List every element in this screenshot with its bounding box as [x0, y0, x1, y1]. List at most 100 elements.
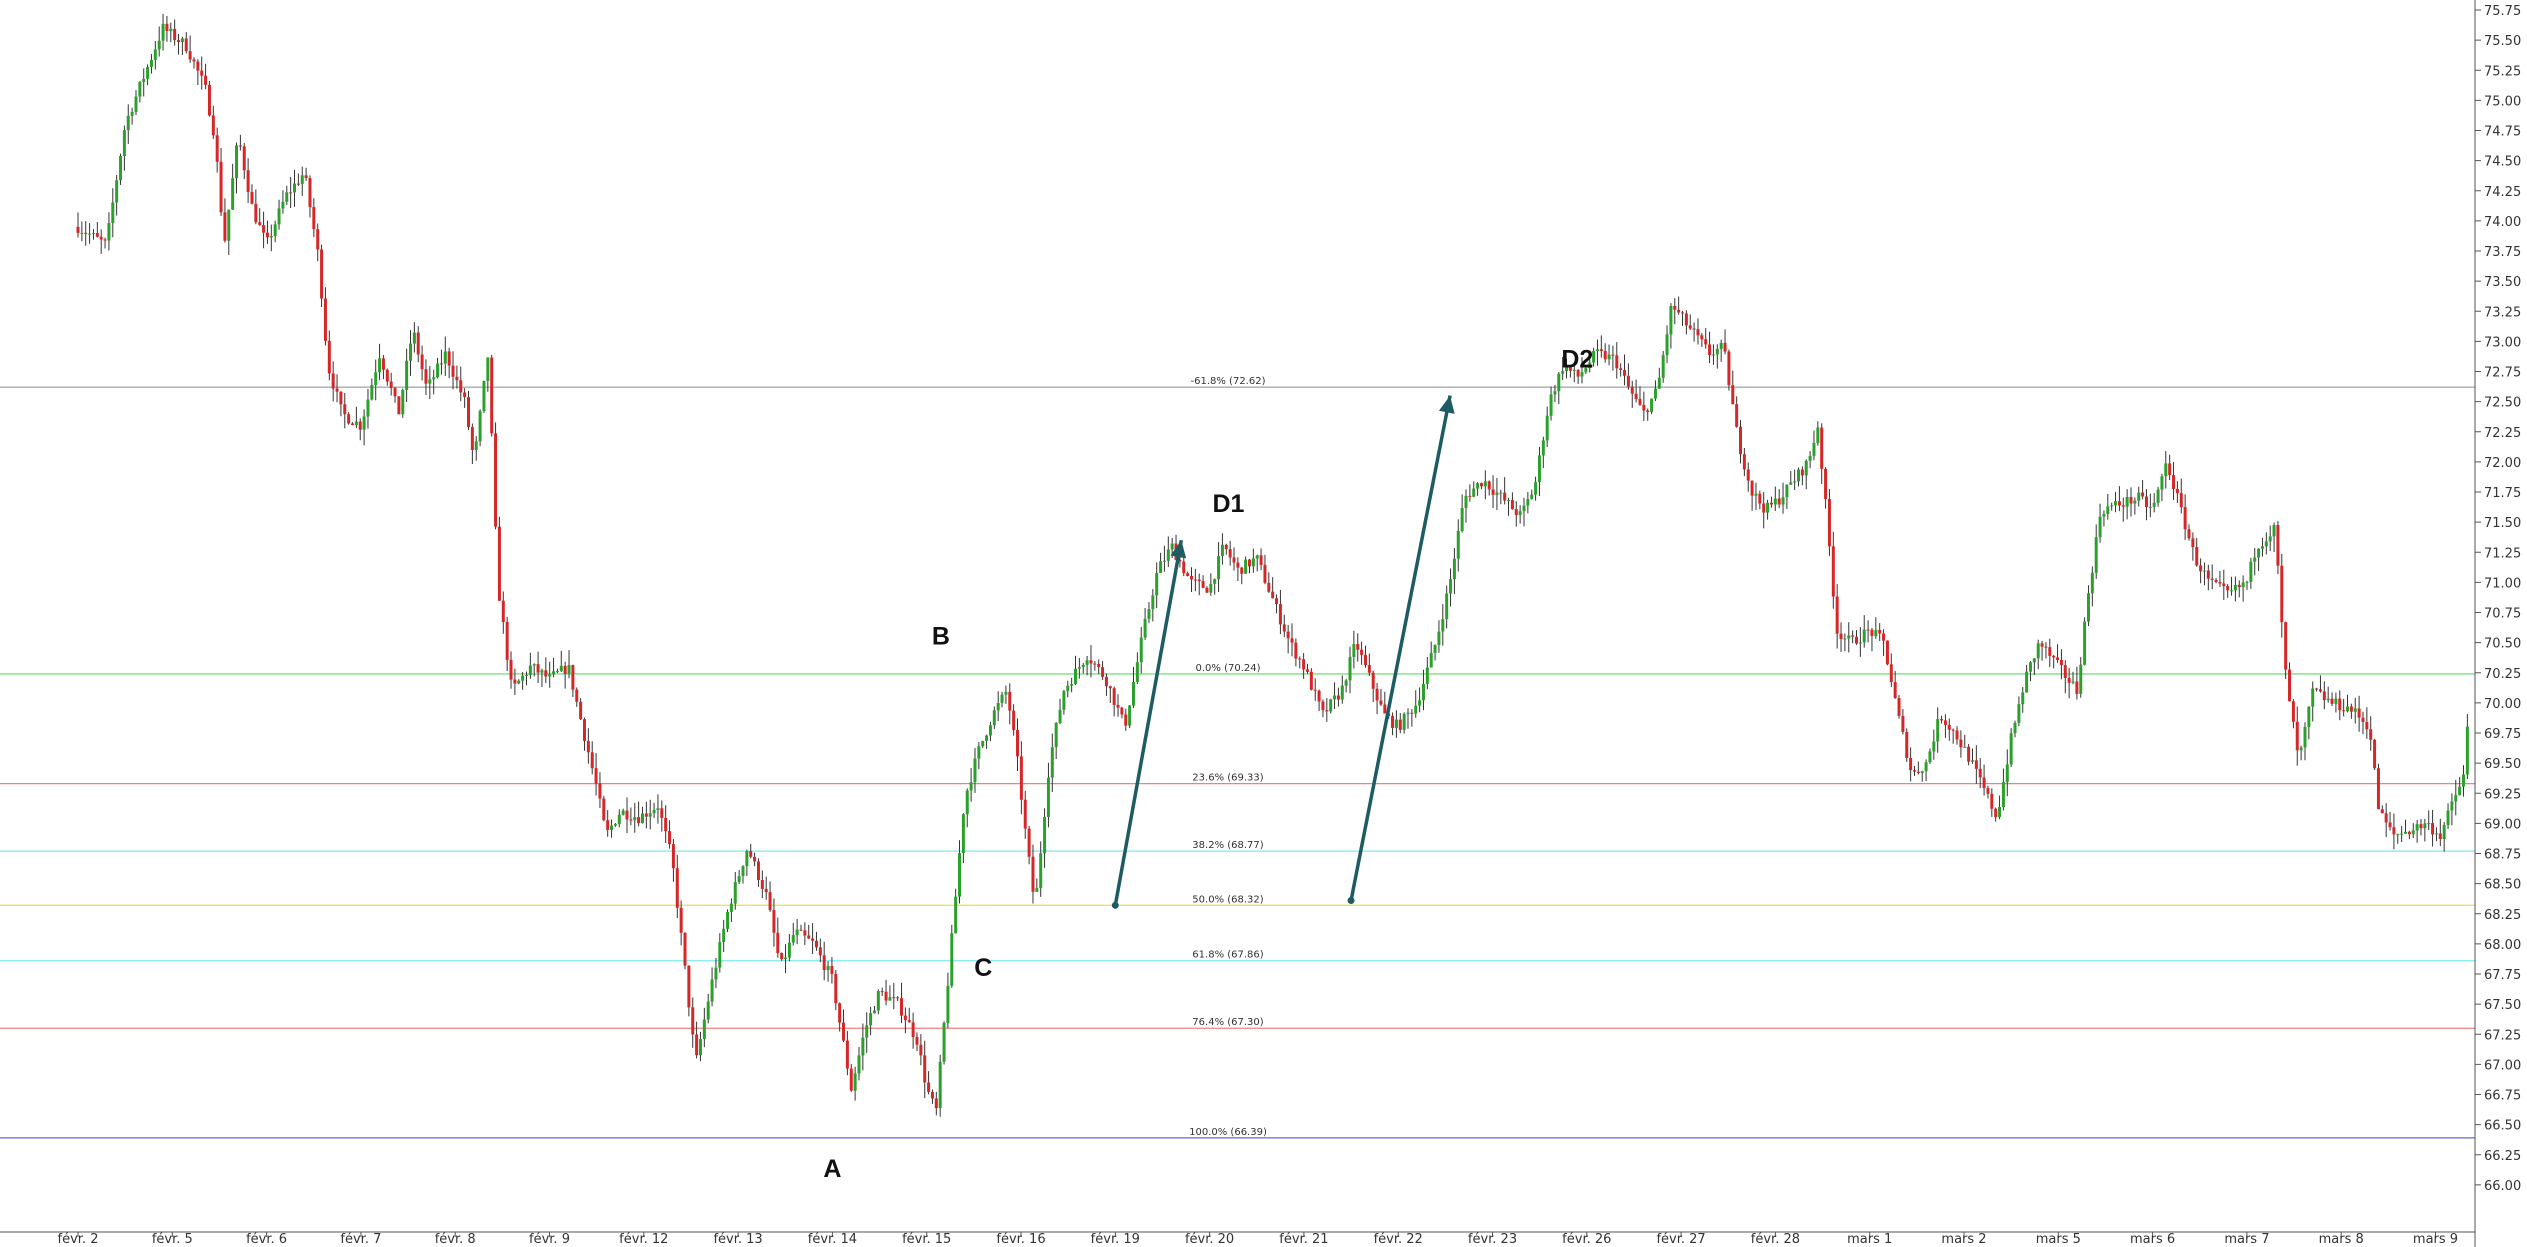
candle-body	[146, 66, 150, 79]
arrowhead-icon	[1438, 395, 1455, 414]
candle-body	[366, 399, 370, 417]
candle-body	[1739, 426, 1743, 455]
candle-body	[1545, 415, 1549, 441]
candle-body	[1367, 665, 1371, 673]
y-tick-label: 67.25	[2484, 1028, 2521, 1043]
point-label: C	[974, 954, 992, 982]
candle-body	[961, 814, 965, 854]
candle-body	[2206, 570, 2210, 579]
candle-body	[1437, 631, 1441, 646]
candle-body	[1653, 388, 1657, 399]
candle-body	[2040, 643, 2044, 647]
candle-body	[1286, 631, 1290, 639]
x-tick-label: févr. 27	[1656, 1232, 1705, 1247]
candle-body	[2156, 489, 2160, 503]
x-tick-label: févr. 23	[1468, 1232, 1517, 1247]
candle-body	[1139, 637, 1143, 663]
candle-body	[250, 192, 254, 204]
candle-body	[1638, 399, 1642, 405]
point-label: D1	[1212, 490, 1244, 518]
candle-body	[795, 929, 799, 936]
candle-body	[1421, 683, 1425, 701]
candle-body	[281, 201, 285, 209]
candle-body	[2241, 582, 2245, 588]
candle-body	[2199, 565, 2203, 572]
y-tick-label: 68.75	[2484, 848, 2521, 863]
candle-body	[296, 183, 300, 185]
y-tick-label: 70.00	[2484, 697, 2521, 712]
candle-body	[768, 892, 772, 911]
candle-body	[791, 935, 795, 943]
candle-body	[385, 369, 389, 382]
candle-body	[799, 929, 803, 931]
candle-body	[509, 659, 513, 680]
candle-body	[872, 1010, 876, 1014]
candle-body	[1808, 455, 1812, 461]
candle-body	[2376, 768, 2380, 810]
candle-body	[1978, 768, 1982, 778]
fib-level-label: 100.0% (66.39)	[1189, 1127, 1267, 1138]
candle-body	[1909, 757, 1913, 771]
x-tick-label: févr. 28	[1751, 1232, 1800, 1247]
candle-body	[540, 670, 544, 673]
candle-body	[1572, 369, 1576, 371]
candle-body	[2288, 669, 2292, 702]
candle-body	[1998, 807, 2002, 818]
candle-body	[482, 380, 486, 412]
candle-body	[869, 1013, 873, 1026]
candle-body	[300, 175, 304, 184]
x-tick-label: mars 7	[2224, 1232, 2269, 1247]
candle-body	[1209, 583, 1213, 593]
trend-arrow-origin	[1347, 896, 1355, 904]
candle-body	[1201, 581, 1205, 588]
y-tick-label: 68.50	[2484, 878, 2521, 893]
candle-body	[2342, 710, 2346, 712]
candle-body	[1955, 730, 1959, 740]
candle-body	[409, 343, 413, 361]
candle-body	[173, 28, 177, 41]
candle-body	[807, 935, 811, 939]
candle-body	[1290, 638, 1294, 643]
trend-arrows	[1111, 395, 1455, 909]
candle-body	[1112, 688, 1116, 705]
candle-body	[1232, 557, 1236, 563]
candle-body	[1835, 596, 1839, 634]
candle-body	[1019, 756, 1023, 800]
candle-body	[2067, 677, 2071, 683]
candle-body	[1568, 367, 1572, 371]
candle-body	[1507, 500, 1511, 502]
x-tick-label: févr. 7	[340, 1232, 381, 1247]
candle-body	[1012, 710, 1016, 730]
candle-body	[726, 911, 730, 929]
candle-body	[1476, 483, 1480, 489]
candle-body	[1039, 853, 1043, 889]
candle-body	[1363, 654, 1367, 666]
candle-body	[1135, 662, 1139, 683]
candle-body	[1468, 495, 1472, 497]
candle-body	[2032, 658, 2036, 663]
candle-body	[269, 235, 273, 238]
candle-body	[1650, 398, 1654, 413]
candle-body	[1503, 492, 1507, 501]
candle-body	[149, 59, 153, 67]
candle-body	[1205, 587, 1209, 593]
candle-body	[923, 1055, 927, 1083]
candle-body	[1967, 746, 1971, 762]
candle-body	[822, 955, 826, 971]
candle-body	[1665, 334, 1669, 356]
y-tick-label: 72.75	[2484, 366, 2521, 381]
candle-body	[992, 710, 996, 726]
candle-body	[1885, 640, 1889, 665]
candle-body	[776, 932, 780, 954]
candle-body	[880, 991, 884, 993]
candle-body	[1054, 722, 1058, 748]
candle-body	[1147, 609, 1151, 619]
candle-body	[130, 111, 134, 116]
candle-body	[888, 997, 892, 1001]
candle-body	[563, 665, 567, 674]
y-tick-label: 66.75	[2484, 1089, 2521, 1104]
candle-body	[1445, 593, 1449, 620]
fib-level-label: 0.0% (70.24)	[1195, 663, 1260, 674]
candle-body	[1870, 629, 1874, 637]
